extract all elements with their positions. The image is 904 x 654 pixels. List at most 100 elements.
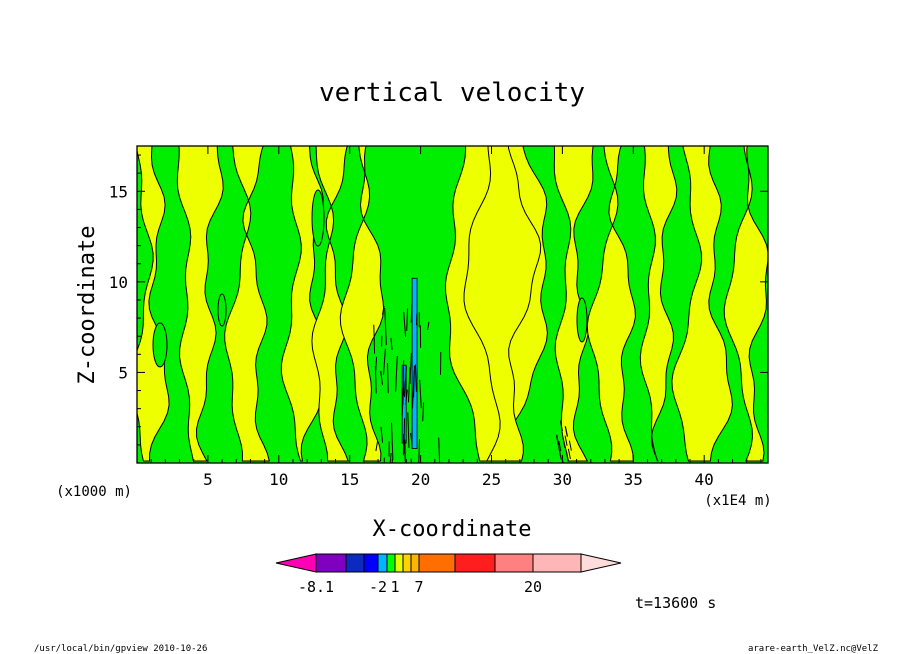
y-tick-label: 15 [109, 182, 128, 201]
contour-stroke [414, 364, 417, 392]
contour-stroke [405, 389, 408, 406]
y-axis-label: Z-coordinate [75, 226, 100, 385]
time-label: t=13600 s [635, 594, 716, 612]
colorbar-segment [402, 553, 412, 573]
colorbar-label: -8.1 [298, 578, 334, 596]
chart-title: vertical velocity [319, 78, 585, 108]
contour-stroke [418, 439, 420, 463]
contour-stroke [422, 402, 425, 422]
contour-stroke [558, 449, 562, 460]
yellow-band [553, 146, 594, 462]
footer-right: arare-earth_VelZ.nc@VelZ [748, 644, 879, 654]
green-island [311, 189, 325, 247]
colorbar-segment [532, 553, 582, 573]
colorbar-segment [454, 553, 496, 573]
contour-stroke [409, 352, 412, 385]
contour-stroke [556, 435, 559, 446]
yellow-band [723, 146, 768, 462]
contour-stroke [567, 448, 571, 459]
yellow-band [311, 146, 349, 462]
colorbar-segment [345, 553, 365, 573]
x-axis-label: X-coordinate [373, 517, 532, 542]
y-unit-note: (x1000 m) [56, 484, 132, 500]
x-tick-label: 40 [695, 470, 714, 489]
yellow-band [137, 146, 170, 462]
updraft-core [411, 277, 418, 449]
contour-stroke [407, 412, 410, 448]
yellow-bands [137, 146, 768, 462]
x-tick-label: 30 [553, 470, 572, 489]
contour-stroke [391, 422, 394, 460]
footer-left: /usr/local/bin/gpview 2010-10-26 [34, 644, 207, 654]
contour-stroke [427, 321, 430, 330]
contour-stroke [404, 454, 407, 463]
yellow-band [339, 146, 385, 462]
colorbar-label: 1 [390, 578, 399, 596]
contour-stroke [375, 440, 379, 452]
contour-stroke [382, 305, 385, 315]
x-tick-label: 35 [624, 470, 643, 489]
contour-stroke [410, 303, 413, 323]
contour-stroke [566, 451, 569, 462]
contour-stroke [395, 355, 398, 392]
colorbar-segment [377, 553, 388, 573]
contour-stroke [375, 356, 378, 374]
contour-stroke [406, 308, 409, 332]
green-island [217, 293, 227, 327]
x-tick-label: 15 [340, 470, 359, 489]
contour-stroke [390, 337, 393, 350]
y-tick-label: 5 [118, 363, 128, 382]
contour-stroke [559, 420, 563, 431]
contour-stroke [380, 371, 383, 385]
yellow-band [176, 146, 224, 462]
colorbar-segment [386, 553, 396, 573]
plot-area [137, 146, 768, 463]
colorbar-label: 20 [524, 578, 542, 596]
convective-core [373, 277, 572, 463]
yellow-band [671, 146, 733, 462]
contour-stroke [568, 440, 572, 451]
contour-stroke [403, 418, 405, 455]
contour-stroke [404, 366, 407, 398]
colorbar-arrow-right [580, 553, 622, 573]
x-tick-label: 20 [411, 470, 430, 489]
contour-stroke [401, 388, 404, 405]
contour-stroke [438, 437, 441, 463]
contour-stroke [419, 379, 422, 409]
x-unit-note: (x1E4 m) [704, 493, 771, 509]
contour-stroke [565, 426, 568, 437]
x-tick-label: 10 [269, 470, 288, 489]
colorbar-segment [494, 553, 534, 573]
y-tick-label: 10 [109, 273, 128, 292]
contour-stroke [562, 437, 566, 448]
contour-stroke [564, 435, 568, 446]
contour-stroke [387, 362, 389, 394]
green-island [576, 297, 588, 343]
colorbar-segment [394, 553, 404, 573]
green-island [152, 322, 168, 368]
contour-stroke [408, 367, 411, 403]
contour-stroke [403, 312, 407, 337]
contour-stroke [384, 307, 387, 346]
contour-stroke [412, 370, 415, 409]
colorbar-label: 7 [414, 578, 423, 596]
colorbar-segment [315, 553, 347, 573]
x-axis: 5 10 15 20 25 30 35 40 [150, 146, 762, 489]
colorbar-segment [418, 553, 456, 573]
colorbar: -8.1 -2 1 7 20 [275, 553, 622, 596]
colorbar-label: -2 [369, 578, 387, 596]
contour-stroke [373, 324, 376, 354]
contour-stroke [558, 441, 562, 452]
colorbar-segment [410, 553, 420, 573]
yellow-band [639, 146, 678, 462]
contour-stroke [410, 432, 413, 446]
yellow-band [224, 146, 270, 462]
x-tick-label: 5 [203, 470, 213, 489]
yellow-band [463, 146, 542, 462]
y-axis: 5 10 15 [109, 154, 768, 446]
colorbar-arrow-left [275, 553, 317, 573]
x-tick-label: 25 [482, 470, 501, 489]
colorbar-segment [363, 553, 379, 573]
contour-stroke [380, 426, 384, 443]
